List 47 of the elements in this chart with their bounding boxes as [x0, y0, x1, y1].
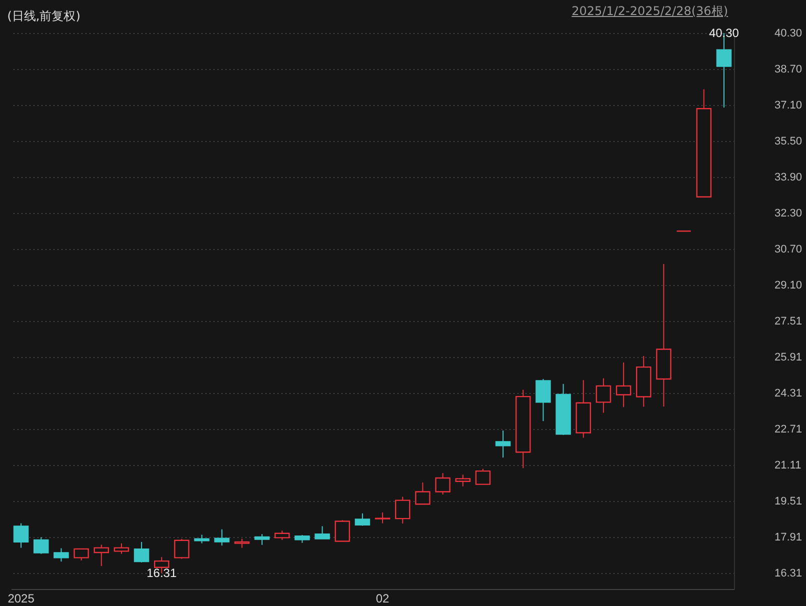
y-tick-label: 30.70: [774, 244, 802, 256]
y-tick-label: 37.10: [774, 100, 802, 112]
y-tick-label: 35.50: [774, 136, 802, 148]
annotation: 40.30: [708, 26, 740, 40]
y-tick-label: 29.10: [774, 280, 802, 292]
y-tick-label: 21.11: [774, 459, 802, 472]
candlestick: [314, 526, 330, 540]
candlestick: [114, 542, 130, 554]
candlestick: [33, 536, 49, 554]
annotation: 16.31: [146, 566, 177, 580]
candlestick: [54, 548, 69, 562]
x-tick-label: 02: [376, 592, 390, 606]
candlestick: [134, 541, 150, 563]
candlestick: [455, 474, 471, 487]
chart-subtitle: 2025/1/2-2025/2/28(36根): [572, 3, 728, 20]
y-tick-label: 22.71: [774, 423, 802, 436]
y-tick-label: 19.51: [774, 495, 802, 508]
candlestick: [334, 520, 350, 542]
candlestick: [94, 544, 110, 567]
candlestick: [435, 472, 450, 495]
candlestick: [374, 512, 390, 524]
candlestick: [234, 538, 250, 548]
y-tick-label: 24.31: [774, 387, 802, 400]
y-tick-label: 25.91: [774, 351, 802, 364]
candlestick: [495, 430, 511, 458]
y-tick-label: 33.90: [774, 172, 802, 184]
candlestick: [214, 528, 230, 546]
y-tick-label: 32.30: [774, 208, 802, 220]
y-tick-label: 17.91: [774, 532, 802, 544]
candlestick: [254, 534, 270, 546]
chart-title: (日线,前复权): [7, 9, 80, 23]
x-tick-label: 2025: [8, 592, 35, 606]
candlestick: [74, 548, 89, 561]
candlestick: [354, 512, 370, 526]
candlestick: [536, 378, 551, 422]
y-tick-label: 40.30: [774, 28, 802, 40]
y-tick-label: 16.31: [774, 568, 802, 580]
candlestick: [616, 362, 632, 408]
candlestick: [415, 482, 430, 505]
y-tick-label: 38.70: [774, 64, 802, 76]
candlestick: [174, 538, 190, 560]
candlestick: [596, 378, 612, 414]
y-tick-label: 27.51: [774, 315, 802, 328]
candlestick: [274, 530, 290, 540]
candlestick: [13, 522, 29, 548]
candlestick: [475, 468, 491, 485]
candlestick: [394, 496, 410, 524]
